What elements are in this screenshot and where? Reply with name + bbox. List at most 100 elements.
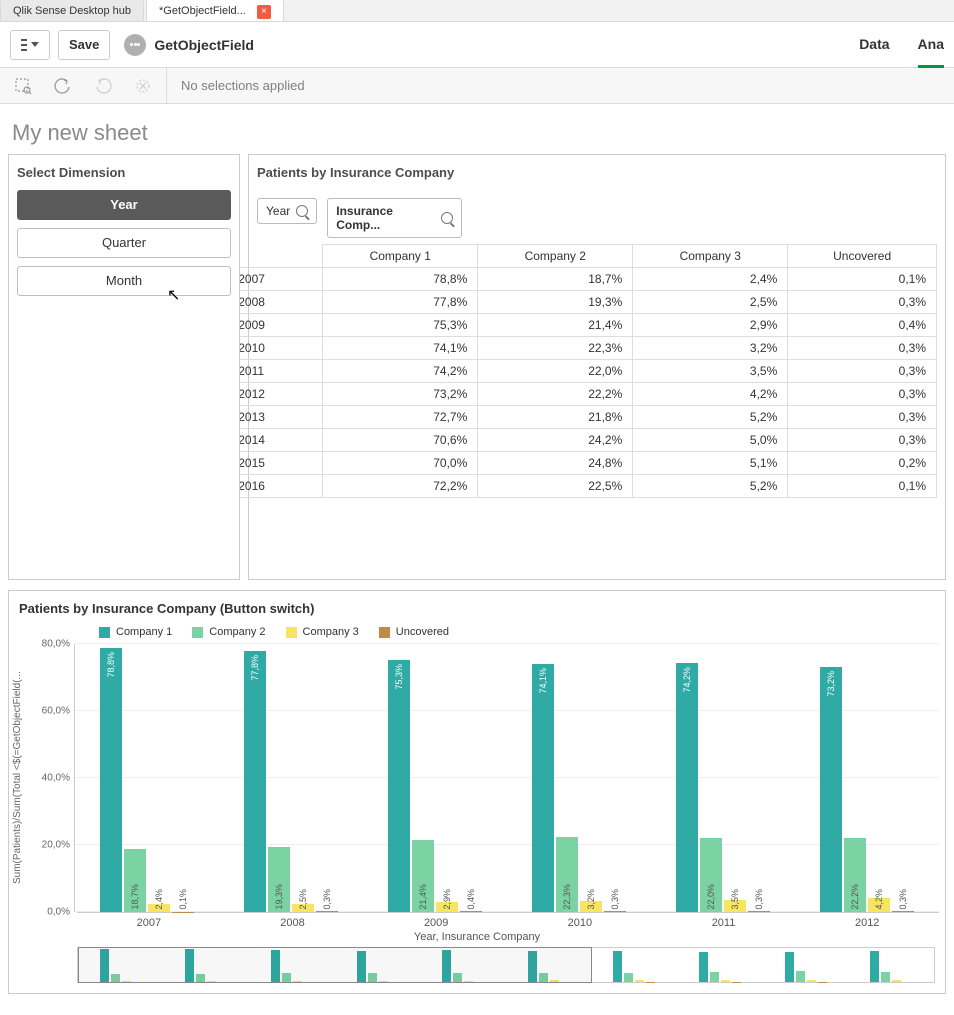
table-row[interactable]: 200778,8%18,7%2,4%0,1% bbox=[228, 268, 937, 291]
bar[interactable]: 22,3% bbox=[556, 837, 578, 912]
bar[interactable]: 0,4% bbox=[460, 911, 482, 912]
pivot-table[interactable]: Company 1Company 2Company 3Uncovered2007… bbox=[227, 244, 937, 498]
bar[interactable]: 0,3% bbox=[748, 911, 770, 912]
table-cell: 75,3% bbox=[323, 314, 478, 337]
dimension-option-month[interactable]: Month bbox=[17, 266, 231, 296]
link-data[interactable]: Data bbox=[859, 36, 889, 54]
row-year: 2007 bbox=[228, 268, 323, 291]
bar-label: 0,1% bbox=[178, 889, 188, 910]
clear-selections-icon[interactable] bbox=[134, 77, 152, 95]
legend-item[interactable]: Company 1 bbox=[99, 626, 172, 638]
browser-tabs: Qlik Sense Desktop hub *GetObjectField..… bbox=[0, 0, 954, 22]
col-dimension-pill[interactable]: Insurance Comp... bbox=[327, 198, 462, 238]
chart-plot[interactable]: 78,8%18,7%2,4%0,1%77,8%19,3%2,5%0,3%75,3… bbox=[74, 644, 939, 912]
bar[interactable]: 73,2% bbox=[820, 667, 842, 912]
legend-item[interactable]: Uncovered bbox=[379, 626, 449, 638]
legend-item[interactable]: Company 3 bbox=[286, 626, 359, 638]
legend-item[interactable]: Company 2 bbox=[192, 626, 265, 638]
table-row[interactable]: 201672,2%22,5%5,2%0,1% bbox=[228, 475, 937, 498]
selection-tools bbox=[0, 77, 166, 95]
bar[interactable]: 0,3% bbox=[604, 911, 626, 912]
step-back-icon[interactable] bbox=[54, 77, 72, 95]
bar[interactable]: 74,1% bbox=[532, 664, 554, 912]
row-year: 2012 bbox=[228, 383, 323, 406]
table-row[interactable]: 201372,7%21,8%5,2%0,3% bbox=[228, 406, 937, 429]
tab-app[interactable]: *GetObjectField... × bbox=[146, 0, 284, 21]
bar[interactable]: 19,3% bbox=[268, 847, 290, 912]
chart-legend: Company 1 Company 2 Company 3 Uncovered bbox=[9, 622, 945, 644]
selection-bar: No selections applied bbox=[0, 68, 954, 104]
table-col-header[interactable]: Uncovered bbox=[788, 245, 937, 268]
bar-group[interactable]: 77,8% 19,3% 2,5%0,3% bbox=[219, 644, 363, 912]
overview-group[interactable] bbox=[592, 948, 678, 982]
overview-group[interactable] bbox=[848, 948, 934, 982]
bar[interactable]: 78,8% bbox=[100, 648, 122, 912]
table-cell: 0,3% bbox=[788, 337, 937, 360]
overview-bar bbox=[892, 980, 901, 982]
bar[interactable]: 4,2% bbox=[868, 898, 890, 912]
overview-group[interactable] bbox=[677, 948, 763, 982]
bar[interactable]: 22,2% bbox=[844, 838, 866, 912]
table-row[interactable]: 200877,8%19,3%2,5%0,3% bbox=[228, 291, 937, 314]
step-forward-icon[interactable] bbox=[94, 77, 112, 95]
dimension-option-year[interactable]: Year bbox=[17, 190, 231, 220]
bar-label: 19,3% bbox=[274, 884, 284, 910]
save-button[interactable]: Save bbox=[58, 30, 110, 60]
table-col-header[interactable]: Company 2 bbox=[478, 245, 633, 268]
close-icon[interactable]: × bbox=[257, 5, 271, 19]
table-row[interactable]: 201074,1%22,3%3,2%0,3% bbox=[228, 337, 937, 360]
bar-label: 4,2% bbox=[874, 889, 884, 910]
bar[interactable]: 75,3% bbox=[388, 660, 410, 912]
bar[interactable]: 2,9% bbox=[436, 902, 458, 912]
bar[interactable]: 18,7% bbox=[124, 849, 146, 912]
row-dimension-pill[interactable]: Year bbox=[257, 198, 317, 224]
bar-group[interactable]: 78,8% 18,7% 2,4% 0,1% bbox=[75, 644, 219, 912]
menu-button[interactable] bbox=[10, 30, 50, 60]
bar-group[interactable]: 73,2%22,2%4,2%0,3% bbox=[795, 644, 939, 912]
chart-overview[interactable] bbox=[77, 947, 935, 983]
bar[interactable]: 2,4% bbox=[148, 904, 170, 912]
overview-window[interactable] bbox=[78, 947, 592, 983]
table-cell: 0,1% bbox=[788, 268, 937, 291]
bar[interactable]: 77,8% bbox=[244, 651, 266, 912]
bar-group[interactable]: 75,3%21,4%2,9%0,4% bbox=[363, 644, 507, 912]
bar-label: 77,8% bbox=[250, 655, 260, 681]
bar-label: 18,7% bbox=[130, 884, 140, 910]
bar[interactable]: 0,3% bbox=[316, 911, 338, 912]
table-row[interactable]: 201570,0%24,8%5,1%0,2% bbox=[228, 452, 937, 475]
sheet-title: My new sheet bbox=[0, 104, 954, 154]
bar[interactable]: 2,5% bbox=[292, 904, 314, 912]
overview-group[interactable] bbox=[763, 948, 849, 982]
bar[interactable]: 22,0% bbox=[700, 838, 722, 912]
x-axis: 200720082009201020112012 bbox=[77, 912, 939, 929]
table-row[interactable]: 201174,2%22,0%3,5%0,3% bbox=[228, 360, 937, 383]
row-pill-label: Year bbox=[266, 204, 290, 218]
bar[interactable]: 3,2% bbox=[580, 901, 602, 912]
bar[interactable]: 21,4% bbox=[412, 840, 434, 912]
table-row[interactable]: 201470,6%24,2%5,0%0,3% bbox=[228, 429, 937, 452]
smart-search-icon[interactable] bbox=[14, 77, 32, 95]
table-row[interactable]: 201273,2%22,2%4,2%0,3% bbox=[228, 383, 937, 406]
pivot-title: Patients by Insurance Company bbox=[249, 155, 945, 190]
table-cell: 0,3% bbox=[788, 383, 937, 406]
table-cell: 78,8% bbox=[323, 268, 478, 291]
table-col-header[interactable]: Company 1 bbox=[323, 245, 478, 268]
link-analyze[interactable]: Ana bbox=[918, 36, 944, 68]
tab-app-label: *GetObjectField... bbox=[159, 5, 246, 17]
bar-label: 0,3% bbox=[754, 889, 764, 910]
table-cell: 22,3% bbox=[478, 337, 633, 360]
tab-hub[interactable]: Qlik Sense Desktop hub bbox=[0, 0, 144, 21]
table-row[interactable]: 200975,3%21,4%2,9%0,4% bbox=[228, 314, 937, 337]
legend-label: Company 3 bbox=[303, 626, 359, 638]
col-pill-label: Insurance Comp... bbox=[336, 204, 435, 232]
dimension-option-quarter[interactable]: Quarter bbox=[17, 228, 231, 258]
table-cell: 73,2% bbox=[323, 383, 478, 406]
bar-group[interactable]: 74,1%22,3%3,2%0,3% bbox=[507, 644, 651, 912]
x-tick: 2012 bbox=[795, 913, 939, 929]
bar[interactable]: 0,3% bbox=[892, 911, 914, 912]
bar-group[interactable]: 74,2%22,0%3,5%0,3% bbox=[651, 644, 795, 912]
table-cell: 22,5% bbox=[478, 475, 633, 498]
bar[interactable]: 3,5% bbox=[724, 900, 746, 912]
bar[interactable]: 74,2% bbox=[676, 663, 698, 912]
table-col-header[interactable]: Company 3 bbox=[633, 245, 788, 268]
